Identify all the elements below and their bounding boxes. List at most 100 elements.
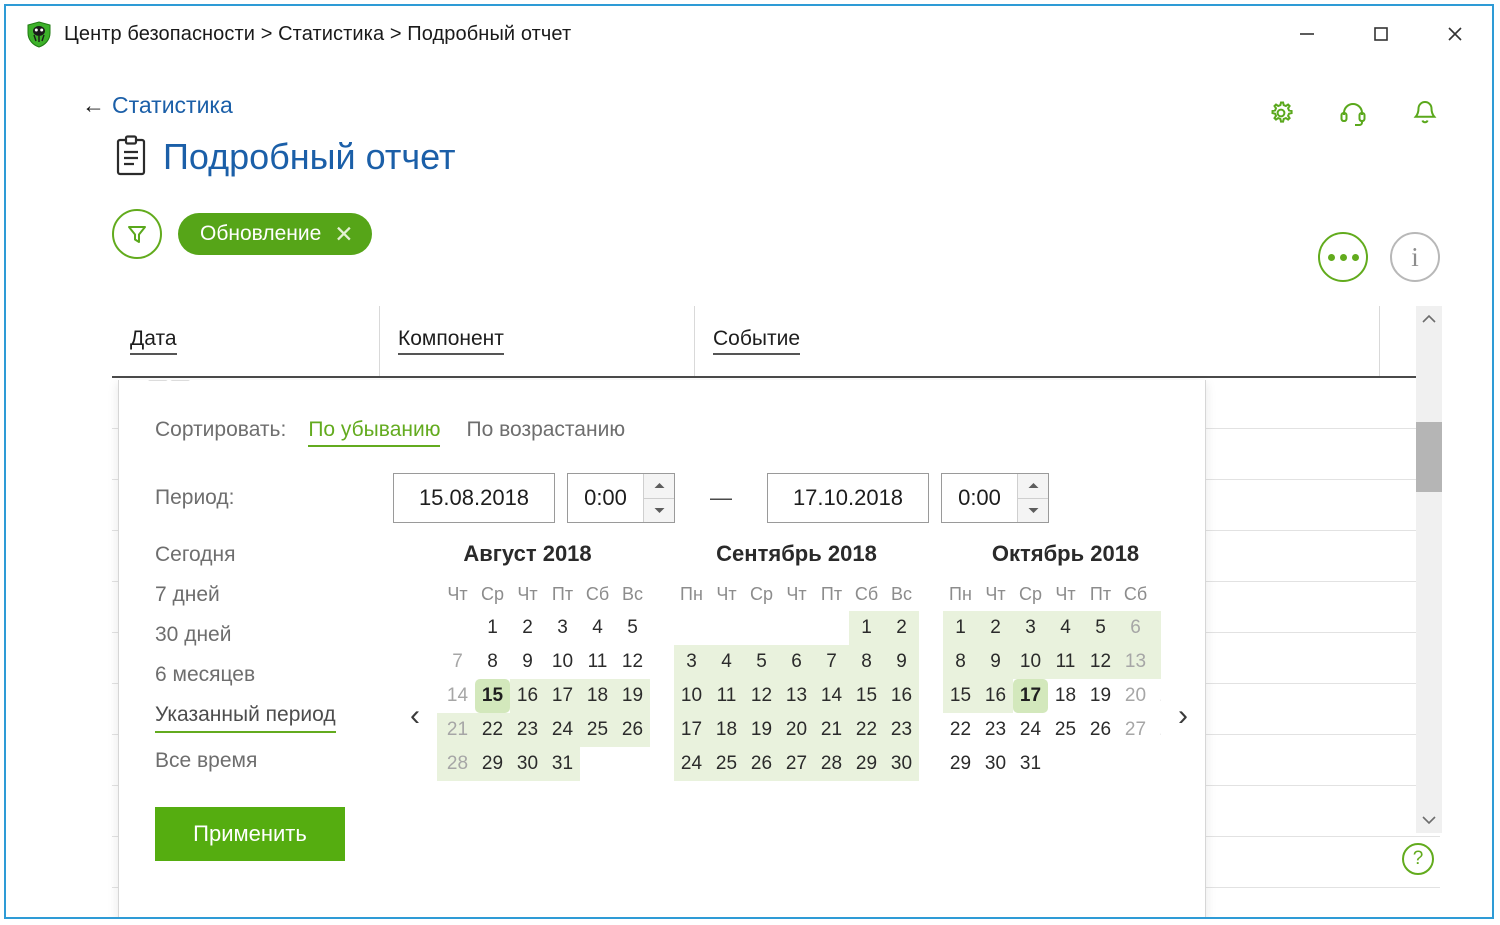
calendar-next-button[interactable]: › — [1178, 699, 1188, 732]
calendar-day[interactable]: 10 — [1013, 645, 1048, 679]
calendar-day[interactable]: 20 — [437, 713, 440, 747]
calendar-day[interactable]: 21 — [440, 713, 475, 747]
calendar-day[interactable]: 30 — [984, 753, 1007, 774]
calendar-day[interactable]: 2 — [522, 617, 533, 638]
calendar-day[interactable]: 28 — [814, 747, 849, 781]
calendar-day[interactable]: 20 — [779, 713, 814, 747]
sort-option-ascending[interactable]: По возрастанию — [466, 418, 626, 441]
column-header-component[interactable]: Компонент — [380, 306, 695, 376]
calendar-day[interactable]: 17 — [545, 679, 580, 713]
calendar-day[interactable]: 29 — [949, 753, 972, 774]
calendar-day[interactable]: 16 — [884, 679, 919, 713]
calendar-day[interactable]: 6 — [1118, 611, 1153, 645]
calendar-day[interactable]: 15 — [475, 679, 510, 713]
preset-custom-period[interactable]: Указанный период — [155, 703, 336, 733]
stepper-up-icon[interactable] — [1018, 474, 1048, 499]
calendar-day[interactable]: 17 — [1013, 679, 1048, 713]
calendar-day[interactable]: 7 — [814, 645, 849, 679]
calendar-day[interactable]: 20 — [1124, 685, 1147, 706]
calendar-day[interactable]: 16 — [510, 679, 545, 713]
calendar-day[interactable]: 3 — [1013, 611, 1048, 645]
column-header-date[interactable]: Дата — [112, 306, 380, 376]
more-options-icon[interactable] — [1318, 232, 1368, 282]
calendar-day[interactable]: 23 — [984, 719, 1007, 740]
calendar-day[interactable]: 16 — [978, 679, 1013, 713]
calendar-day[interactable]: 7 — [1153, 611, 1161, 645]
calendar-day[interactable]: 8 — [487, 651, 498, 672]
apply-button[interactable]: Применить — [155, 807, 345, 861]
preset-6-months[interactable]: 6 месяцев — [155, 663, 256, 686]
scroll-down-icon[interactable] — [1422, 807, 1436, 833]
minimize-icon[interactable] — [1270, 6, 1344, 62]
calendar-day[interactable]: 26 — [744, 747, 779, 781]
preset-all-time[interactable]: Все время — [155, 749, 258, 772]
calendar-day[interactable]: 10 — [551, 651, 574, 672]
calendar-day[interactable]: 12 — [621, 651, 644, 672]
calendar-day[interactable]: 2 — [978, 611, 1013, 645]
scroll-up-icon[interactable] — [1422, 306, 1436, 332]
calendar-day[interactable]: 19 — [1089, 685, 1112, 706]
calendar-day[interactable]: 4 — [1048, 611, 1083, 645]
calendar-day[interactable]: 27 — [437, 747, 440, 781]
calendar-day[interactable]: 2 — [884, 611, 919, 645]
calendar-day[interactable]: 15 — [849, 679, 884, 713]
vertical-scrollbar[interactable] — [1416, 306, 1442, 833]
calendar-day[interactable]: 26 — [615, 713, 650, 747]
calendar-day[interactable]: 3 — [674, 645, 709, 679]
back-link[interactable]: ← Статистика — [82, 92, 233, 119]
sort-option-descending[interactable]: По убыванию — [308, 418, 441, 447]
filter-funnel-icon[interactable] — [112, 209, 162, 259]
calendar-day[interactable]: 10 — [674, 679, 709, 713]
calendar-day[interactable]: 22 — [849, 713, 884, 747]
scrollbar-thumb[interactable] — [1416, 422, 1442, 492]
period-to-time-stepper[interactable] — [1017, 474, 1048, 522]
period-from-date-input[interactable]: 15.08.2018 — [393, 473, 555, 523]
calendar-day[interactable]: 18 — [1054, 685, 1077, 706]
calendar-day[interactable]: 13 — [779, 679, 814, 713]
calendar-day[interactable]: 14 — [814, 679, 849, 713]
calendar-day[interactable]: 19 — [744, 713, 779, 747]
calendar-day[interactable]: 7 — [452, 651, 463, 672]
calendar-day[interactable]: 1 — [487, 617, 498, 638]
calendar-prev-button[interactable]: ‹ — [410, 699, 420, 732]
calendar-day[interactable]: 21 — [1153, 679, 1161, 713]
filter-chip-update[interactable]: Обновление ✕ — [178, 213, 372, 255]
calendar-day[interactable]: 24 — [674, 747, 709, 781]
column-header-event[interactable]: Событие — [695, 306, 1380, 376]
maximize-icon[interactable] — [1344, 6, 1418, 62]
calendar-day[interactable]: 11 — [587, 651, 608, 672]
calendar-day[interactable]: 5 — [1083, 611, 1118, 645]
calendar-day[interactable]: 25 — [580, 713, 615, 747]
calendar-day[interactable]: 9 — [522, 651, 533, 672]
calendar-day[interactable]: 18 — [709, 713, 744, 747]
breadcrumb[interactable]: Центр безопасности > Статистика > Подроб… — [64, 22, 572, 45]
calendar-day[interactable]: 6 — [779, 645, 814, 679]
calendar-day[interactable]: 26 — [1089, 719, 1112, 740]
calendar-day[interactable]: 1 — [943, 611, 978, 645]
period-to-time-input[interactable]: 0:00 — [941, 473, 1049, 523]
calendar-day[interactable]: 31 — [545, 747, 580, 781]
calendar-day[interactable]: 21 — [814, 713, 849, 747]
calendar-day[interactable]: 12 — [744, 679, 779, 713]
calendar-day[interactable]: 9 — [884, 645, 919, 679]
calendar-day[interactable]: 18 — [580, 679, 615, 713]
calendar-day[interactable]: 5 — [627, 617, 638, 638]
preset-today[interactable]: Сегодня — [155, 543, 236, 566]
calendar-day[interactable]: 8 — [849, 645, 884, 679]
calendar-day[interactable]: 22 — [949, 719, 972, 740]
calendar-day[interactable]: 8 — [943, 645, 978, 679]
gear-icon[interactable] — [1264, 96, 1298, 130]
scrollbar-track[interactable] — [1416, 332, 1442, 807]
calendar-day[interactable]: 12 — [1083, 645, 1118, 679]
calendar-day[interactable]: 27 — [1124, 719, 1147, 740]
calendar-day[interactable]: 29 — [849, 747, 884, 781]
stepper-up-icon[interactable] — [644, 474, 674, 499]
calendar-day[interactable]: 13 — [1118, 645, 1153, 679]
calendar-day[interactable]: 3 — [557, 617, 568, 638]
calendar-day[interactable]: 4 — [592, 617, 603, 638]
calendar-day[interactable]: 11 — [709, 679, 744, 713]
stepper-down-icon[interactable] — [644, 498, 674, 522]
info-icon[interactable]: i — [1390, 232, 1440, 282]
calendar-day[interactable]: 17 — [674, 713, 709, 747]
calendar-day[interactable]: 1 — [849, 611, 884, 645]
